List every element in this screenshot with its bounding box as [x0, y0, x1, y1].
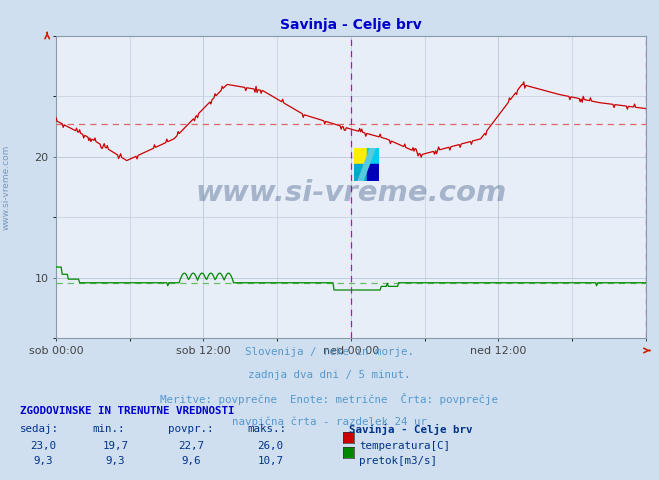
Text: ZGODOVINSKE IN TRENUTNE VREDNOSTI: ZGODOVINSKE IN TRENUTNE VREDNOSTI	[20, 406, 234, 416]
Text: pretok[m3/s]: pretok[m3/s]	[359, 456, 437, 466]
Text: 22,7: 22,7	[178, 441, 204, 451]
Text: 9,3: 9,3	[105, 456, 125, 466]
Text: 9,6: 9,6	[181, 456, 201, 466]
Text: 23,0: 23,0	[30, 441, 56, 451]
Polygon shape	[358, 147, 376, 181]
Text: Meritve: povprečne  Enote: metrične  Črta: povprečje: Meritve: povprečne Enote: metrične Črta:…	[161, 393, 498, 405]
Text: povpr.:: povpr.:	[168, 424, 214, 434]
Text: 10,7: 10,7	[257, 456, 283, 466]
Text: www.si-vreme.com: www.si-vreme.com	[2, 144, 11, 230]
Text: www.si-vreme.com: www.si-vreme.com	[195, 179, 507, 207]
Text: Savinja - Celje brv: Savinja - Celje brv	[349, 424, 473, 435]
Text: 26,0: 26,0	[257, 441, 283, 451]
Bar	[355, 164, 366, 181]
Bar	[366, 147, 380, 164]
Text: navpična črta - razdelek 24 ur: navpična črta - razdelek 24 ur	[232, 416, 427, 427]
Bar	[366, 164, 380, 181]
Text: 9,3: 9,3	[33, 456, 53, 466]
Text: maks.:: maks.:	[247, 424, 286, 434]
Title: Savinja - Celje brv: Savinja - Celje brv	[280, 18, 422, 32]
Text: temperatura[C]: temperatura[C]	[359, 441, 450, 451]
Text: min.:: min.:	[92, 424, 125, 434]
Bar	[355, 147, 366, 164]
Text: 19,7: 19,7	[102, 441, 129, 451]
Text: sedaj:: sedaj:	[20, 424, 59, 434]
Text: zadnja dva dni / 5 minut.: zadnja dva dni / 5 minut.	[248, 370, 411, 380]
Text: Slovenija / reke in morje.: Slovenija / reke in morje.	[245, 347, 414, 357]
